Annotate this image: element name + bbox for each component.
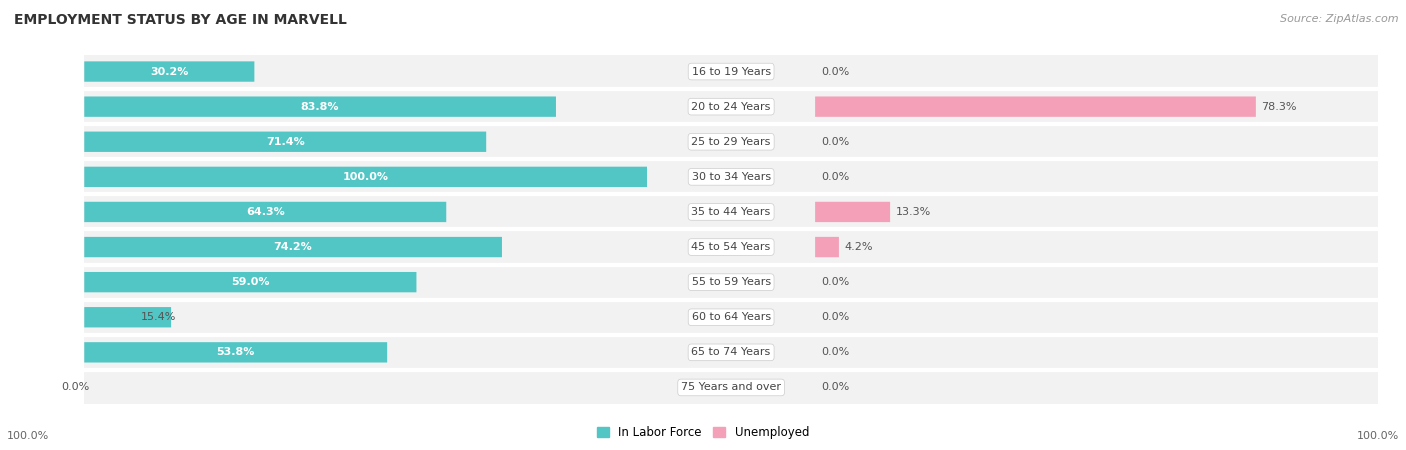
Text: 16 to 19 Years: 16 to 19 Years [692, 67, 770, 76]
FancyBboxPatch shape [815, 55, 1378, 88]
Text: 45 to 54 Years: 45 to 54 Years [692, 242, 770, 252]
Legend: In Labor Force, Unemployed: In Labor Force, Unemployed [592, 422, 814, 444]
FancyBboxPatch shape [815, 90, 1378, 123]
FancyBboxPatch shape [647, 266, 815, 299]
Text: 0.0%: 0.0% [821, 277, 849, 287]
FancyBboxPatch shape [84, 90, 647, 123]
Text: 100.0%: 100.0% [7, 431, 49, 441]
Text: 25 to 29 Years: 25 to 29 Years [692, 137, 770, 147]
Text: 0.0%: 0.0% [62, 382, 90, 392]
Text: 53.8%: 53.8% [217, 347, 254, 357]
FancyBboxPatch shape [647, 230, 815, 264]
FancyBboxPatch shape [84, 237, 502, 257]
FancyBboxPatch shape [815, 371, 1378, 404]
FancyBboxPatch shape [815, 336, 1378, 369]
Text: 100.0%: 100.0% [1357, 431, 1399, 441]
FancyBboxPatch shape [84, 336, 647, 369]
FancyBboxPatch shape [647, 301, 815, 334]
Text: 75 Years and over: 75 Years and over [681, 382, 782, 392]
Text: 60 to 64 Years: 60 to 64 Years [692, 312, 770, 322]
FancyBboxPatch shape [647, 90, 815, 123]
Text: 100.0%: 100.0% [343, 172, 388, 182]
FancyBboxPatch shape [84, 266, 647, 299]
FancyBboxPatch shape [84, 55, 647, 88]
FancyBboxPatch shape [84, 301, 647, 334]
Text: 78.3%: 78.3% [1261, 102, 1296, 112]
Text: 30.2%: 30.2% [150, 67, 188, 76]
Text: 0.0%: 0.0% [821, 382, 849, 392]
FancyBboxPatch shape [815, 125, 1378, 158]
FancyBboxPatch shape [84, 272, 416, 292]
FancyBboxPatch shape [84, 371, 647, 404]
Text: Source: ZipAtlas.com: Source: ZipAtlas.com [1281, 14, 1399, 23]
FancyBboxPatch shape [815, 96, 1256, 117]
Text: 0.0%: 0.0% [821, 67, 849, 76]
FancyBboxPatch shape [84, 230, 647, 264]
FancyBboxPatch shape [84, 131, 486, 152]
FancyBboxPatch shape [84, 61, 254, 82]
FancyBboxPatch shape [84, 307, 172, 328]
FancyBboxPatch shape [647, 336, 815, 369]
Text: 35 to 44 Years: 35 to 44 Years [692, 207, 770, 217]
FancyBboxPatch shape [84, 342, 387, 363]
Text: 0.0%: 0.0% [821, 312, 849, 322]
FancyBboxPatch shape [84, 125, 647, 158]
Text: EMPLOYMENT STATUS BY AGE IN MARVELL: EMPLOYMENT STATUS BY AGE IN MARVELL [14, 14, 347, 27]
Text: 83.8%: 83.8% [301, 102, 339, 112]
Text: 30 to 34 Years: 30 to 34 Years [692, 172, 770, 182]
Text: 64.3%: 64.3% [246, 207, 284, 217]
FancyBboxPatch shape [815, 160, 1378, 194]
Text: 0.0%: 0.0% [821, 172, 849, 182]
Text: 0.0%: 0.0% [821, 347, 849, 357]
FancyBboxPatch shape [84, 166, 647, 187]
FancyBboxPatch shape [647, 160, 815, 194]
Text: 65 to 74 Years: 65 to 74 Years [692, 347, 770, 357]
FancyBboxPatch shape [815, 195, 1378, 229]
Text: 55 to 59 Years: 55 to 59 Years [692, 277, 770, 287]
Text: 13.3%: 13.3% [896, 207, 931, 217]
FancyBboxPatch shape [84, 202, 446, 222]
FancyBboxPatch shape [84, 96, 555, 117]
FancyBboxPatch shape [815, 301, 1378, 334]
FancyBboxPatch shape [815, 266, 1378, 299]
Text: 59.0%: 59.0% [231, 277, 270, 287]
Text: 4.2%: 4.2% [845, 242, 873, 252]
FancyBboxPatch shape [647, 55, 815, 88]
FancyBboxPatch shape [647, 195, 815, 229]
FancyBboxPatch shape [647, 371, 815, 404]
Text: 71.4%: 71.4% [266, 137, 305, 147]
Text: 74.2%: 74.2% [274, 242, 312, 252]
FancyBboxPatch shape [84, 195, 647, 229]
FancyBboxPatch shape [815, 237, 839, 257]
FancyBboxPatch shape [84, 160, 647, 194]
Text: 0.0%: 0.0% [821, 137, 849, 147]
FancyBboxPatch shape [815, 230, 1378, 264]
Text: 20 to 24 Years: 20 to 24 Years [692, 102, 770, 112]
Text: 15.4%: 15.4% [141, 312, 177, 322]
FancyBboxPatch shape [815, 202, 890, 222]
FancyBboxPatch shape [647, 125, 815, 158]
